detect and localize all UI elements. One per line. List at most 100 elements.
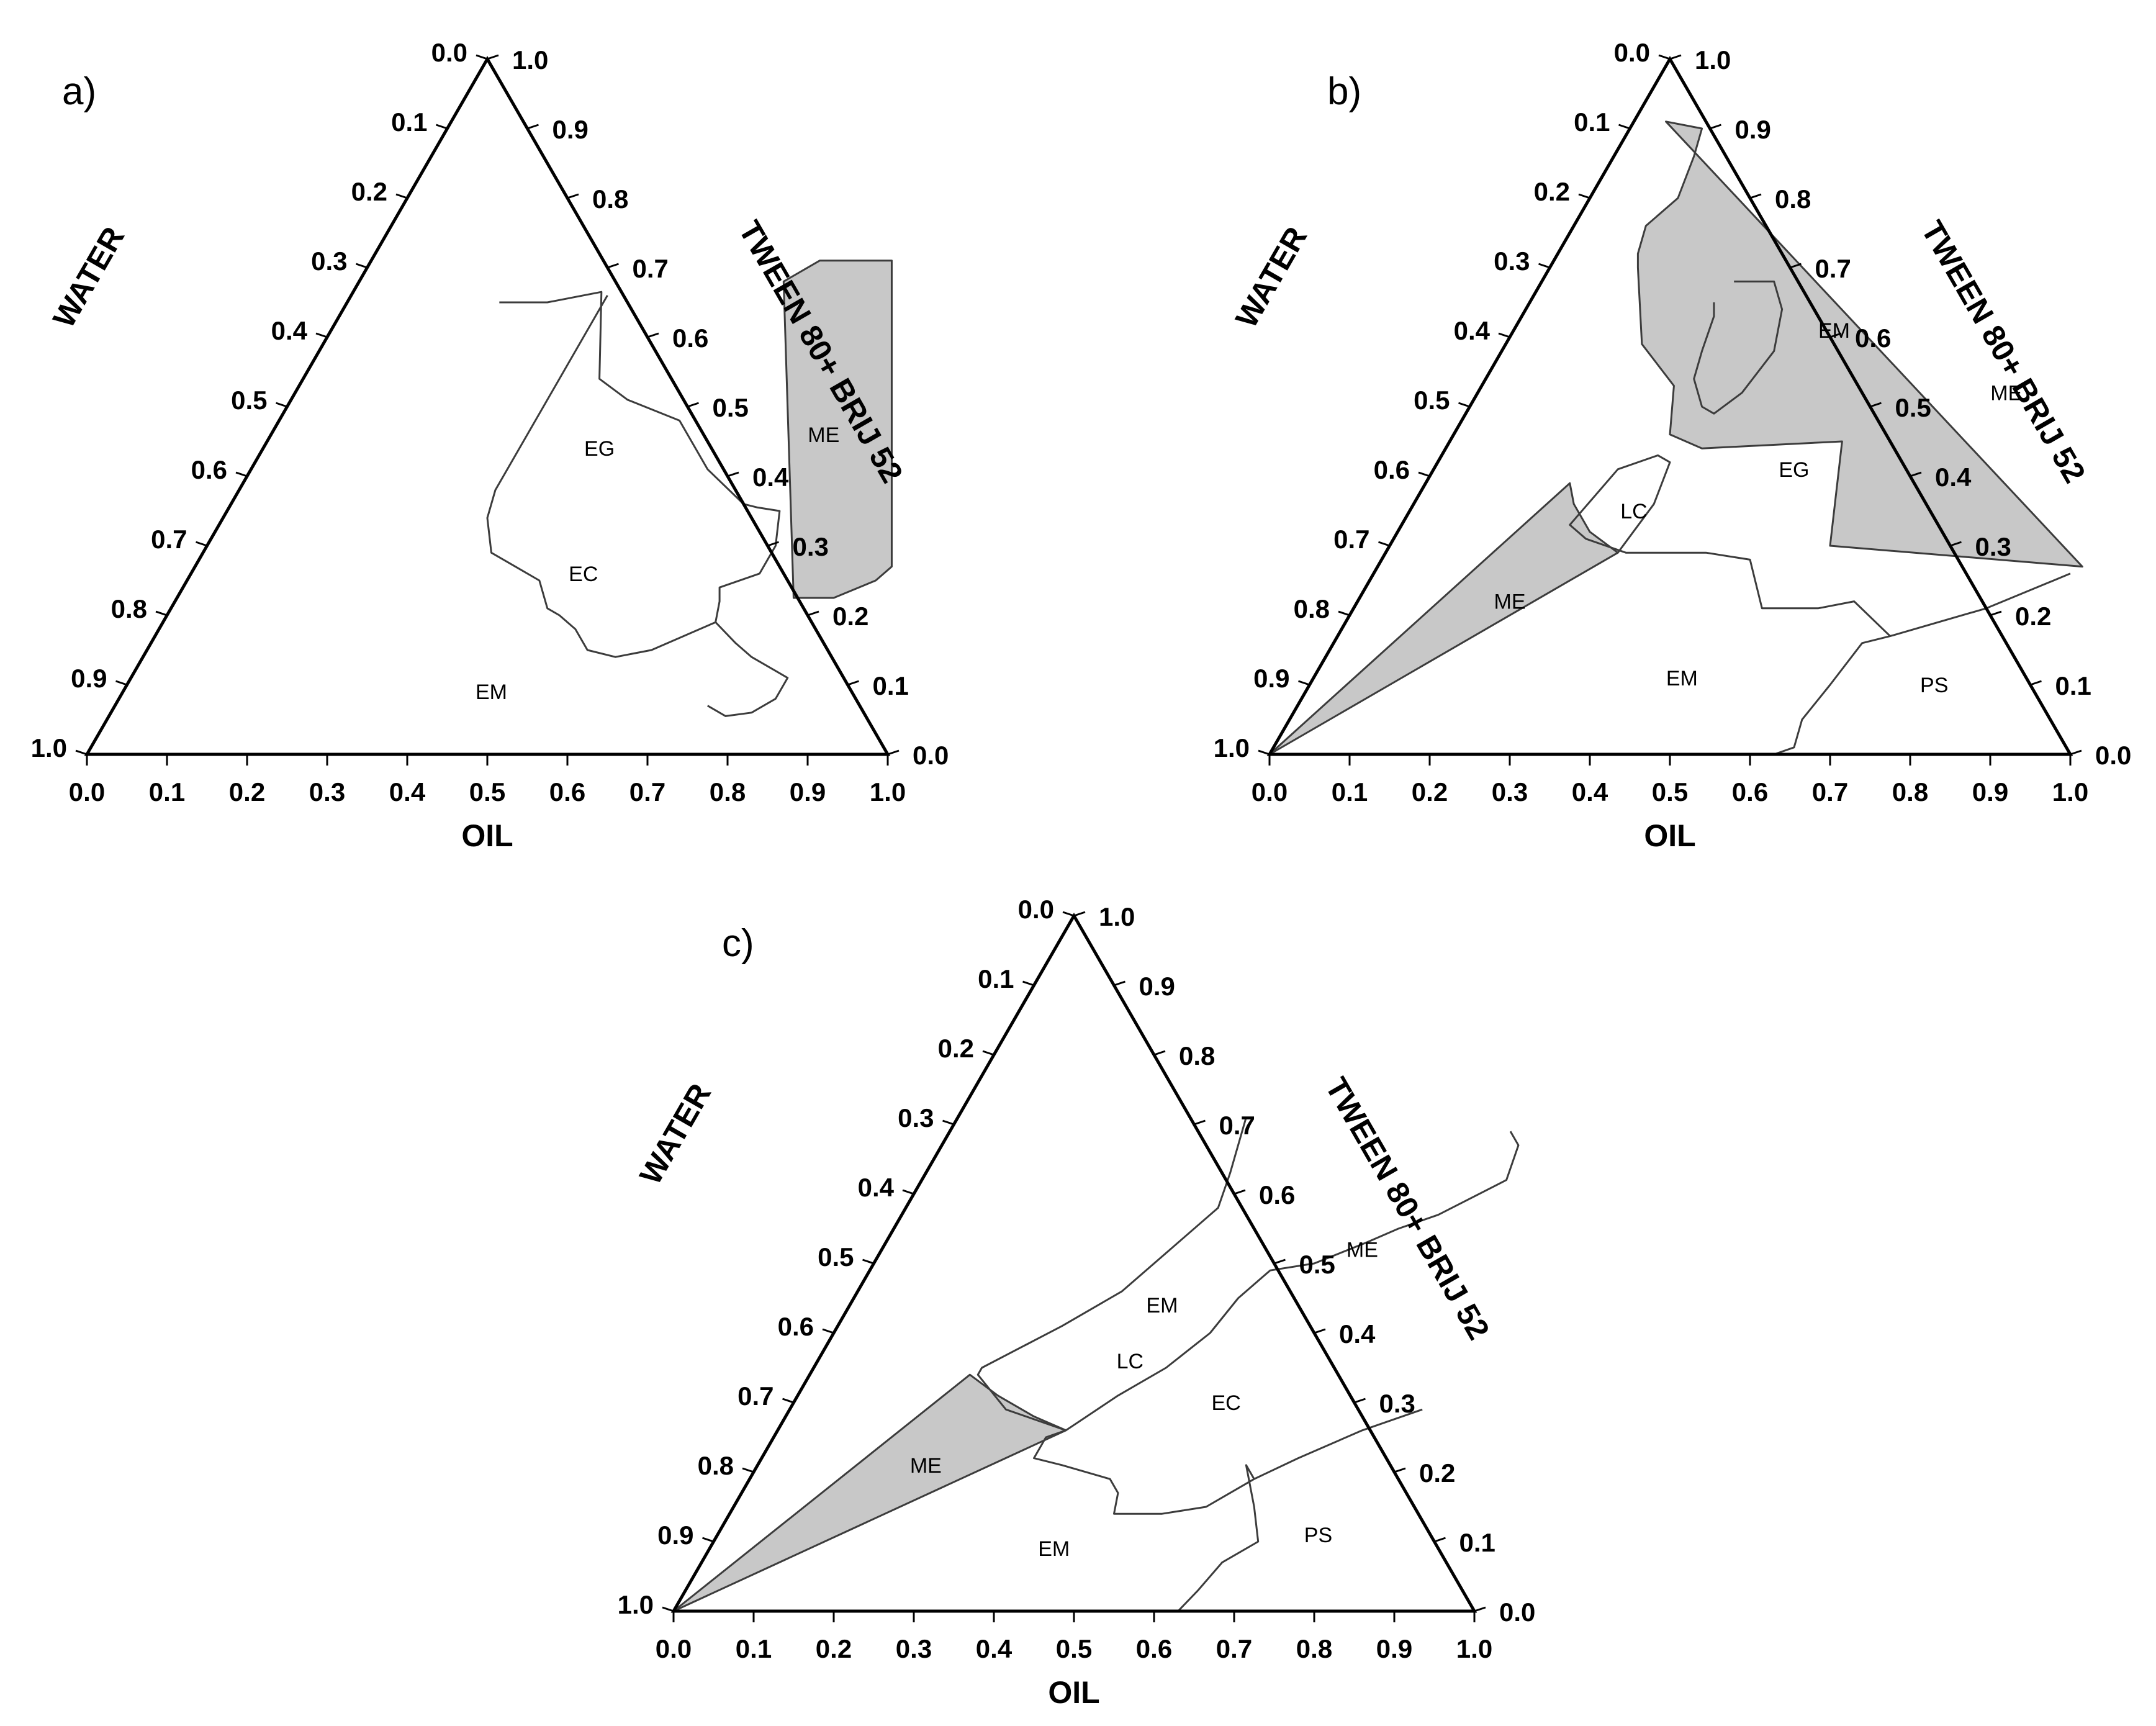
water-tick [1498, 332, 1510, 338]
oil-tick-label: 0.9 [1972, 777, 2008, 807]
surfactant-tick [727, 471, 739, 477]
surfactant-tick-label: 0.8 [592, 184, 628, 214]
oil-tick-label: 0.2 [816, 1634, 852, 1663]
surfactant-tick [1669, 54, 1682, 60]
panel-letter: a) [62, 70, 96, 113]
water-tick-label: 0.5 [818, 1242, 854, 1272]
region-label-em: EM [476, 680, 507, 704]
region-label-lc: LC [1620, 500, 1647, 523]
water-tick-label: 0.5 [231, 386, 267, 415]
shaded-phase-region [1636, 120, 2083, 568]
water-tick [115, 680, 127, 686]
panel-b: 0.0 0.0 0.0 0.1 0.1 0.1 0.2 0.2 0.2 0.3 0.3 0.3 0.4 0… [1214, 38, 2132, 853]
water-tick [942, 1119, 954, 1126]
water-tick-label: 0.3 [898, 1103, 934, 1132]
surfactant-tick-label: 0.7 [633, 254, 669, 283]
surfactant-tick [687, 402, 699, 408]
oil-tick-label: 1.0 [1456, 1634, 1492, 1663]
oil-tick-label: 0.0 [1252, 777, 1288, 807]
surfactant-tick-label: 0.5 [1895, 393, 1931, 422]
water-tick-label: 0.7 [737, 1381, 774, 1411]
surfactant-tick [1870, 402, 1882, 408]
oil-tick-label: 1.0 [2052, 777, 2088, 807]
shaded-phase-region [672, 1373, 1067, 1612]
water-tick-label: 0.6 [191, 455, 227, 484]
oil-tick-label: 0.7 [629, 777, 665, 807]
water-tick [356, 263, 368, 269]
oil-tick-label: 0.6 [1136, 1634, 1172, 1663]
region-label-ec: EC [569, 563, 598, 586]
phase-boundary-line [499, 291, 789, 717]
phase-boundary-line [1177, 1464, 1260, 1612]
surfactant-tick-label: 0.1 [2055, 671, 2091, 700]
panel-letter: b) [1327, 70, 1361, 113]
panel-c: 0.0 0.0 0.0 0.1 0.1 0.1 0.2 0.2 0.2 0.3 0.3 0.3 0.4 0… [618, 895, 1536, 1710]
shaded-phase-region [1268, 482, 1619, 756]
surfactant-tick-label: 0.6 [1855, 323, 1891, 353]
water-tick [155, 610, 168, 617]
surfactant-tick-label: 1.0 [1099, 902, 1135, 931]
water-tick [862, 1258, 874, 1265]
water-tick-label: 0.1 [1574, 107, 1610, 137]
oil-tick-label: 0.3 [309, 777, 345, 807]
water-tick-label: 0.7 [1333, 525, 1369, 554]
surfactant-tick [1790, 263, 1802, 269]
surfactant-tick-label: 0.1 [1459, 1528, 1495, 1557]
water-tick-label: 0.8 [111, 594, 147, 623]
oil-axis-title: OIL [1048, 1675, 1099, 1710]
surfactant-tick-label: 0.7 [1219, 1111, 1255, 1140]
surfactant-tick [487, 54, 499, 60]
water-tick-label: 0.3 [311, 246, 347, 276]
water-axis-title: WATER [46, 221, 131, 333]
surfactant-tick-label: 0.4 [1339, 1319, 1376, 1349]
water-tick-label: 0.4 [1454, 316, 1491, 345]
region-label-em: EM [1666, 667, 1698, 690]
surfactant-axis-title: TWEEN 80+ BRIJ 52 [1319, 1072, 1496, 1345]
surfactant-tick [1153, 1050, 1166, 1056]
surfactant-tick [1474, 1606, 1486, 1612]
water-tick-label: 0.7 [151, 525, 187, 554]
surfactant-tick-label: 0.9 [1735, 115, 1771, 144]
water-tick [662, 1606, 674, 1612]
oil-tick-label: 0.4 [389, 777, 426, 807]
region-label-ec: EC [1211, 1391, 1240, 1415]
oil-tick-label: 0.8 [1296, 1634, 1332, 1663]
oil-tick-label: 0.6 [549, 777, 585, 807]
surfactant-tick [1354, 1398, 1366, 1404]
surfactant-tick-label: 0.2 [1419, 1458, 1455, 1488]
region-label-ps: PS [1304, 1524, 1332, 1547]
surfactant-tick-label: 0.5 [1299, 1250, 1335, 1279]
surfactant-tick-label: 0.8 [1179, 1041, 1215, 1070]
oil-tick-label: 0.7 [1812, 777, 1848, 807]
surfactant-tick [1394, 1467, 1406, 1473]
water-tick [1578, 193, 1590, 199]
oil-tick-label: 0.1 [1332, 777, 1368, 807]
surfactant-tick [1234, 1189, 1246, 1195]
water-tick [315, 332, 328, 338]
water-tick [1298, 680, 1310, 686]
surfactant-tick [1314, 1328, 1326, 1334]
surfactant-tick-label: 0.8 [1775, 184, 1811, 214]
oil-axis-title: OIL [1644, 818, 1695, 853]
water-tick [1618, 124, 1630, 130]
oil-tick-label: 0.9 [790, 777, 826, 807]
water-tick-label: 0.8 [698, 1451, 734, 1480]
oil-axis-title: OIL [461, 818, 513, 853]
region-label-em: EM [1818, 319, 1850, 343]
region-label-me: ME [1494, 590, 1526, 614]
triangle-frame [84, 55, 891, 756]
region-label-em: EM [1146, 1294, 1178, 1317]
water-tick-label: 0.2 [351, 177, 387, 206]
region-label-eg: EG [1779, 458, 1809, 482]
water-tick-label: 0.4 [271, 316, 308, 345]
water-tick [1458, 402, 1470, 408]
shaded-phase-region [782, 260, 893, 599]
panel-a: 0.0 0.0 0.0 0.1 0.1 0.1 0.2 0.2 0.2 0.3 0.3 0.3 0.4 0… [31, 38, 949, 853]
water-tick [902, 1189, 914, 1195]
water-tick [702, 1537, 714, 1543]
water-tick-label: 0.9 [1253, 664, 1289, 693]
water-tick-label: 1.0 [618, 1590, 654, 1619]
water-tick [1022, 980, 1034, 987]
